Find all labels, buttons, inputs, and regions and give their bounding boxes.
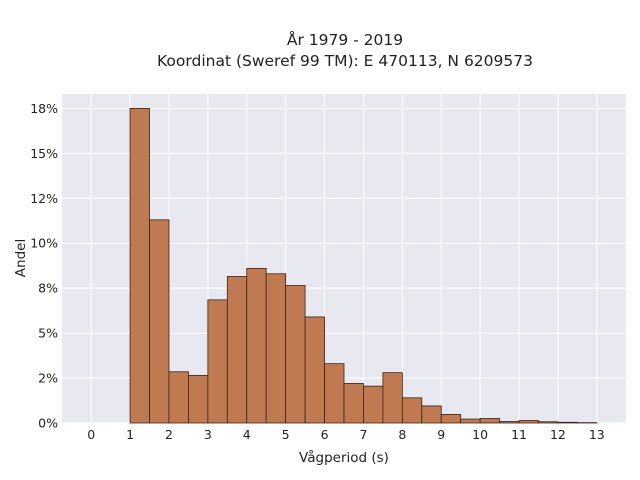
histogram-bar — [265, 273, 287, 424]
x-tick-label: 11 — [511, 427, 527, 442]
histogram-bar — [518, 420, 539, 424]
y-tick-label: 5% — [38, 326, 58, 341]
x-tick-label: 12 — [550, 427, 566, 442]
x-tick-label: 6 — [321, 427, 329, 442]
bars-group — [129, 107, 598, 424]
x-tick-label: 8 — [398, 427, 406, 442]
x-tick-label: 2 — [165, 427, 173, 442]
histogram-bar — [129, 107, 150, 424]
histogram-bar — [246, 267, 267, 424]
x-tick-label: 3 — [204, 427, 212, 442]
histogram-bar — [421, 405, 442, 424]
y-tick-label: 15% — [30, 146, 58, 161]
histogram-bar — [324, 363, 345, 424]
y-tick-label: 10% — [30, 236, 58, 251]
histogram-bar — [188, 374, 209, 424]
histogram-bar — [440, 413, 462, 424]
y-axis-label: Andel — [13, 239, 29, 277]
y-tick-label: 2% — [38, 371, 58, 386]
histogram-bar — [460, 418, 481, 424]
y-tick-label: 18% — [30, 101, 58, 116]
chart-title-line2: Koordinat (Sweref 99 TM): E 470113, N 62… — [157, 52, 533, 70]
histogram-bar — [401, 397, 423, 424]
x-tick-label: 4 — [243, 427, 251, 442]
x-tick-label: 9 — [437, 427, 445, 442]
histogram-bar — [538, 421, 559, 424]
y-tick-labels: 0% 2% 5% 8% 10% 12% 15% 18% — [30, 101, 58, 431]
x-tick-label: 13 — [589, 427, 605, 442]
x-tick-label: 0 — [87, 427, 95, 442]
x-tick-label: 5 — [282, 427, 290, 442]
histogram-bar — [363, 385, 384, 424]
x-axis-label: Vågperiod (s) — [299, 449, 389, 466]
histogram-bar — [304, 316, 325, 424]
y-tick-label: 0% — [38, 416, 58, 431]
histogram-bar — [168, 371, 189, 424]
y-tick-label: 8% — [38, 281, 58, 296]
histogram-bar — [226, 276, 248, 424]
x-tick-label: 1 — [126, 427, 134, 442]
histogram-bar — [149, 219, 170, 424]
histogram-bar — [479, 418, 500, 424]
histogram-bar — [207, 299, 228, 424]
histogram-bar — [343, 383, 364, 424]
histogram-bar — [499, 421, 520, 424]
x-tick-labels: 0 1 2 3 4 5 6 7 8 9 10 11 12 13 — [87, 427, 605, 442]
chart-title-line1: År 1979 - 2019 — [287, 30, 403, 49]
histogram-bar — [382, 372, 403, 424]
histogram-bar — [557, 421, 578, 424]
x-tick-label: 10 — [472, 427, 488, 442]
histogram-bar — [285, 285, 306, 424]
y-tick-label: 12% — [30, 191, 58, 206]
x-tick-label: 7 — [359, 427, 367, 442]
